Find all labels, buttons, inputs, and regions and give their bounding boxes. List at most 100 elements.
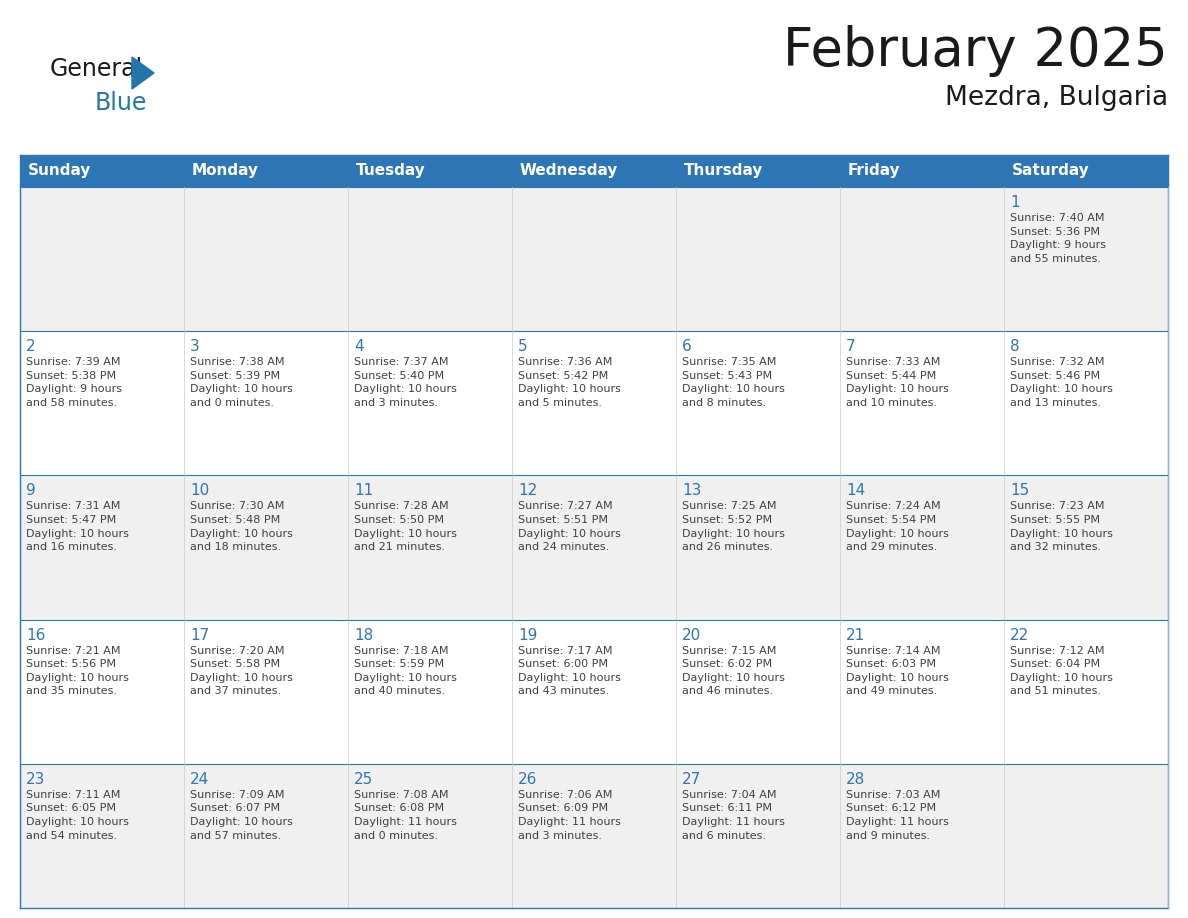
Text: Sunrise: 7:39 AM
Sunset: 5:38 PM
Daylight: 9 hours
and 58 minutes.: Sunrise: 7:39 AM Sunset: 5:38 PM Dayligh… xyxy=(26,357,122,408)
Text: 4: 4 xyxy=(354,339,364,354)
Text: Sunrise: 7:17 AM
Sunset: 6:00 PM
Daylight: 10 hours
and 43 minutes.: Sunrise: 7:17 AM Sunset: 6:00 PM Dayligh… xyxy=(518,645,621,697)
Bar xyxy=(1004,620,1168,764)
Text: 6: 6 xyxy=(682,339,691,354)
Text: Sunrise: 7:06 AM
Sunset: 6:09 PM
Daylight: 11 hours
and 3 minutes.: Sunrise: 7:06 AM Sunset: 6:09 PM Dayligh… xyxy=(518,789,621,841)
Text: Sunrise: 7:21 AM
Sunset: 5:56 PM
Daylight: 10 hours
and 35 minutes.: Sunrise: 7:21 AM Sunset: 5:56 PM Dayligh… xyxy=(26,645,128,697)
Text: Tuesday: Tuesday xyxy=(356,163,425,178)
Text: Sunrise: 7:38 AM
Sunset: 5:39 PM
Daylight: 10 hours
and 0 minutes.: Sunrise: 7:38 AM Sunset: 5:39 PM Dayligh… xyxy=(190,357,293,408)
Text: Sunrise: 7:08 AM
Sunset: 6:08 PM
Daylight: 11 hours
and 0 minutes.: Sunrise: 7:08 AM Sunset: 6:08 PM Dayligh… xyxy=(354,789,457,841)
Text: Sunrise: 7:15 AM
Sunset: 6:02 PM
Daylight: 10 hours
and 46 minutes.: Sunrise: 7:15 AM Sunset: 6:02 PM Dayligh… xyxy=(682,645,785,697)
Text: Sunrise: 7:14 AM
Sunset: 6:03 PM
Daylight: 10 hours
and 49 minutes.: Sunrise: 7:14 AM Sunset: 6:03 PM Dayligh… xyxy=(846,645,949,697)
Text: 7: 7 xyxy=(846,339,855,354)
Bar xyxy=(512,764,676,908)
Bar xyxy=(512,187,676,331)
Bar xyxy=(348,187,512,331)
Text: Mezdra, Bulgaria: Mezdra, Bulgaria xyxy=(944,85,1168,111)
Text: Blue: Blue xyxy=(95,91,147,115)
Text: 23: 23 xyxy=(26,772,45,787)
Text: Sunrise: 7:20 AM
Sunset: 5:58 PM
Daylight: 10 hours
and 37 minutes.: Sunrise: 7:20 AM Sunset: 5:58 PM Dayligh… xyxy=(190,645,293,697)
Bar xyxy=(1004,476,1168,620)
Text: Sunday: Sunday xyxy=(29,163,91,178)
Bar xyxy=(840,764,1004,908)
Text: 8: 8 xyxy=(1010,339,1019,354)
Text: Sunrise: 7:35 AM
Sunset: 5:43 PM
Daylight: 10 hours
and 8 minutes.: Sunrise: 7:35 AM Sunset: 5:43 PM Dayligh… xyxy=(682,357,785,408)
Text: 18: 18 xyxy=(354,628,373,643)
Bar xyxy=(348,620,512,764)
Bar xyxy=(20,476,184,620)
Text: 26: 26 xyxy=(518,772,537,787)
Text: Sunrise: 7:30 AM
Sunset: 5:48 PM
Daylight: 10 hours
and 18 minutes.: Sunrise: 7:30 AM Sunset: 5:48 PM Dayligh… xyxy=(190,501,293,553)
Bar xyxy=(20,187,184,331)
Text: 21: 21 xyxy=(846,628,865,643)
Text: Thursday: Thursday xyxy=(684,163,764,178)
Text: 22: 22 xyxy=(1010,628,1029,643)
Bar xyxy=(1004,764,1168,908)
Text: 15: 15 xyxy=(1010,484,1029,498)
Text: 13: 13 xyxy=(682,484,701,498)
Text: Sunrise: 7:11 AM
Sunset: 6:05 PM
Daylight: 10 hours
and 54 minutes.: Sunrise: 7:11 AM Sunset: 6:05 PM Dayligh… xyxy=(26,789,128,841)
Text: Sunrise: 7:27 AM
Sunset: 5:51 PM
Daylight: 10 hours
and 24 minutes.: Sunrise: 7:27 AM Sunset: 5:51 PM Dayligh… xyxy=(518,501,621,553)
Bar xyxy=(512,331,676,476)
Text: Sunrise: 7:24 AM
Sunset: 5:54 PM
Daylight: 10 hours
and 29 minutes.: Sunrise: 7:24 AM Sunset: 5:54 PM Dayligh… xyxy=(846,501,949,553)
Bar xyxy=(184,187,348,331)
Bar xyxy=(676,187,840,331)
Text: February 2025: February 2025 xyxy=(783,25,1168,77)
Bar xyxy=(20,764,184,908)
Text: Sunrise: 7:23 AM
Sunset: 5:55 PM
Daylight: 10 hours
and 32 minutes.: Sunrise: 7:23 AM Sunset: 5:55 PM Dayligh… xyxy=(1010,501,1113,553)
Text: 5: 5 xyxy=(518,339,527,354)
Text: Sunrise: 7:18 AM
Sunset: 5:59 PM
Daylight: 10 hours
and 40 minutes.: Sunrise: 7:18 AM Sunset: 5:59 PM Dayligh… xyxy=(354,645,457,697)
Text: Sunrise: 7:40 AM
Sunset: 5:36 PM
Daylight: 9 hours
and 55 minutes.: Sunrise: 7:40 AM Sunset: 5:36 PM Dayligh… xyxy=(1010,213,1106,263)
Text: 17: 17 xyxy=(190,628,209,643)
Text: 3: 3 xyxy=(190,339,200,354)
Text: 24: 24 xyxy=(190,772,209,787)
Bar xyxy=(184,331,348,476)
Text: 1: 1 xyxy=(1010,195,1019,210)
Text: 28: 28 xyxy=(846,772,865,787)
Text: Wednesday: Wednesday xyxy=(520,163,619,178)
Text: Sunrise: 7:37 AM
Sunset: 5:40 PM
Daylight: 10 hours
and 3 minutes.: Sunrise: 7:37 AM Sunset: 5:40 PM Dayligh… xyxy=(354,357,457,408)
Text: Sunrise: 7:12 AM
Sunset: 6:04 PM
Daylight: 10 hours
and 51 minutes.: Sunrise: 7:12 AM Sunset: 6:04 PM Dayligh… xyxy=(1010,645,1113,697)
Text: 10: 10 xyxy=(190,484,209,498)
Bar xyxy=(1004,187,1168,331)
Bar xyxy=(20,331,184,476)
Text: Sunrise: 7:32 AM
Sunset: 5:46 PM
Daylight: 10 hours
and 13 minutes.: Sunrise: 7:32 AM Sunset: 5:46 PM Dayligh… xyxy=(1010,357,1113,408)
Bar xyxy=(840,620,1004,764)
Text: Friday: Friday xyxy=(848,163,901,178)
Text: Sunrise: 7:03 AM
Sunset: 6:12 PM
Daylight: 11 hours
and 9 minutes.: Sunrise: 7:03 AM Sunset: 6:12 PM Dayligh… xyxy=(846,789,949,841)
Bar xyxy=(1004,331,1168,476)
Text: Sunrise: 7:36 AM
Sunset: 5:42 PM
Daylight: 10 hours
and 5 minutes.: Sunrise: 7:36 AM Sunset: 5:42 PM Dayligh… xyxy=(518,357,621,408)
Text: 16: 16 xyxy=(26,628,45,643)
Bar xyxy=(184,620,348,764)
Text: 27: 27 xyxy=(682,772,701,787)
Text: 11: 11 xyxy=(354,484,373,498)
Text: Sunrise: 7:33 AM
Sunset: 5:44 PM
Daylight: 10 hours
and 10 minutes.: Sunrise: 7:33 AM Sunset: 5:44 PM Dayligh… xyxy=(846,357,949,408)
Text: General: General xyxy=(50,57,143,81)
Bar xyxy=(676,764,840,908)
Bar xyxy=(676,476,840,620)
Text: Monday: Monday xyxy=(192,163,259,178)
Text: Sunrise: 7:25 AM
Sunset: 5:52 PM
Daylight: 10 hours
and 26 minutes.: Sunrise: 7:25 AM Sunset: 5:52 PM Dayligh… xyxy=(682,501,785,553)
Bar xyxy=(840,187,1004,331)
Bar xyxy=(184,476,348,620)
Bar xyxy=(348,476,512,620)
Bar xyxy=(676,620,840,764)
Text: 12: 12 xyxy=(518,484,537,498)
Bar xyxy=(184,764,348,908)
Bar xyxy=(840,476,1004,620)
Bar xyxy=(512,620,676,764)
Text: Sunrise: 7:04 AM
Sunset: 6:11 PM
Daylight: 11 hours
and 6 minutes.: Sunrise: 7:04 AM Sunset: 6:11 PM Dayligh… xyxy=(682,789,785,841)
Bar xyxy=(512,476,676,620)
Bar xyxy=(348,764,512,908)
Polygon shape xyxy=(132,57,154,89)
Text: 9: 9 xyxy=(26,484,36,498)
Bar xyxy=(348,331,512,476)
Text: Sunrise: 7:09 AM
Sunset: 6:07 PM
Daylight: 10 hours
and 57 minutes.: Sunrise: 7:09 AM Sunset: 6:07 PM Dayligh… xyxy=(190,789,293,841)
Text: Sunrise: 7:31 AM
Sunset: 5:47 PM
Daylight: 10 hours
and 16 minutes.: Sunrise: 7:31 AM Sunset: 5:47 PM Dayligh… xyxy=(26,501,128,553)
Text: 25: 25 xyxy=(354,772,373,787)
Text: Sunrise: 7:28 AM
Sunset: 5:50 PM
Daylight: 10 hours
and 21 minutes.: Sunrise: 7:28 AM Sunset: 5:50 PM Dayligh… xyxy=(354,501,457,553)
Bar xyxy=(676,331,840,476)
Text: 14: 14 xyxy=(846,484,865,498)
Bar xyxy=(840,331,1004,476)
Text: 20: 20 xyxy=(682,628,701,643)
Text: 2: 2 xyxy=(26,339,36,354)
